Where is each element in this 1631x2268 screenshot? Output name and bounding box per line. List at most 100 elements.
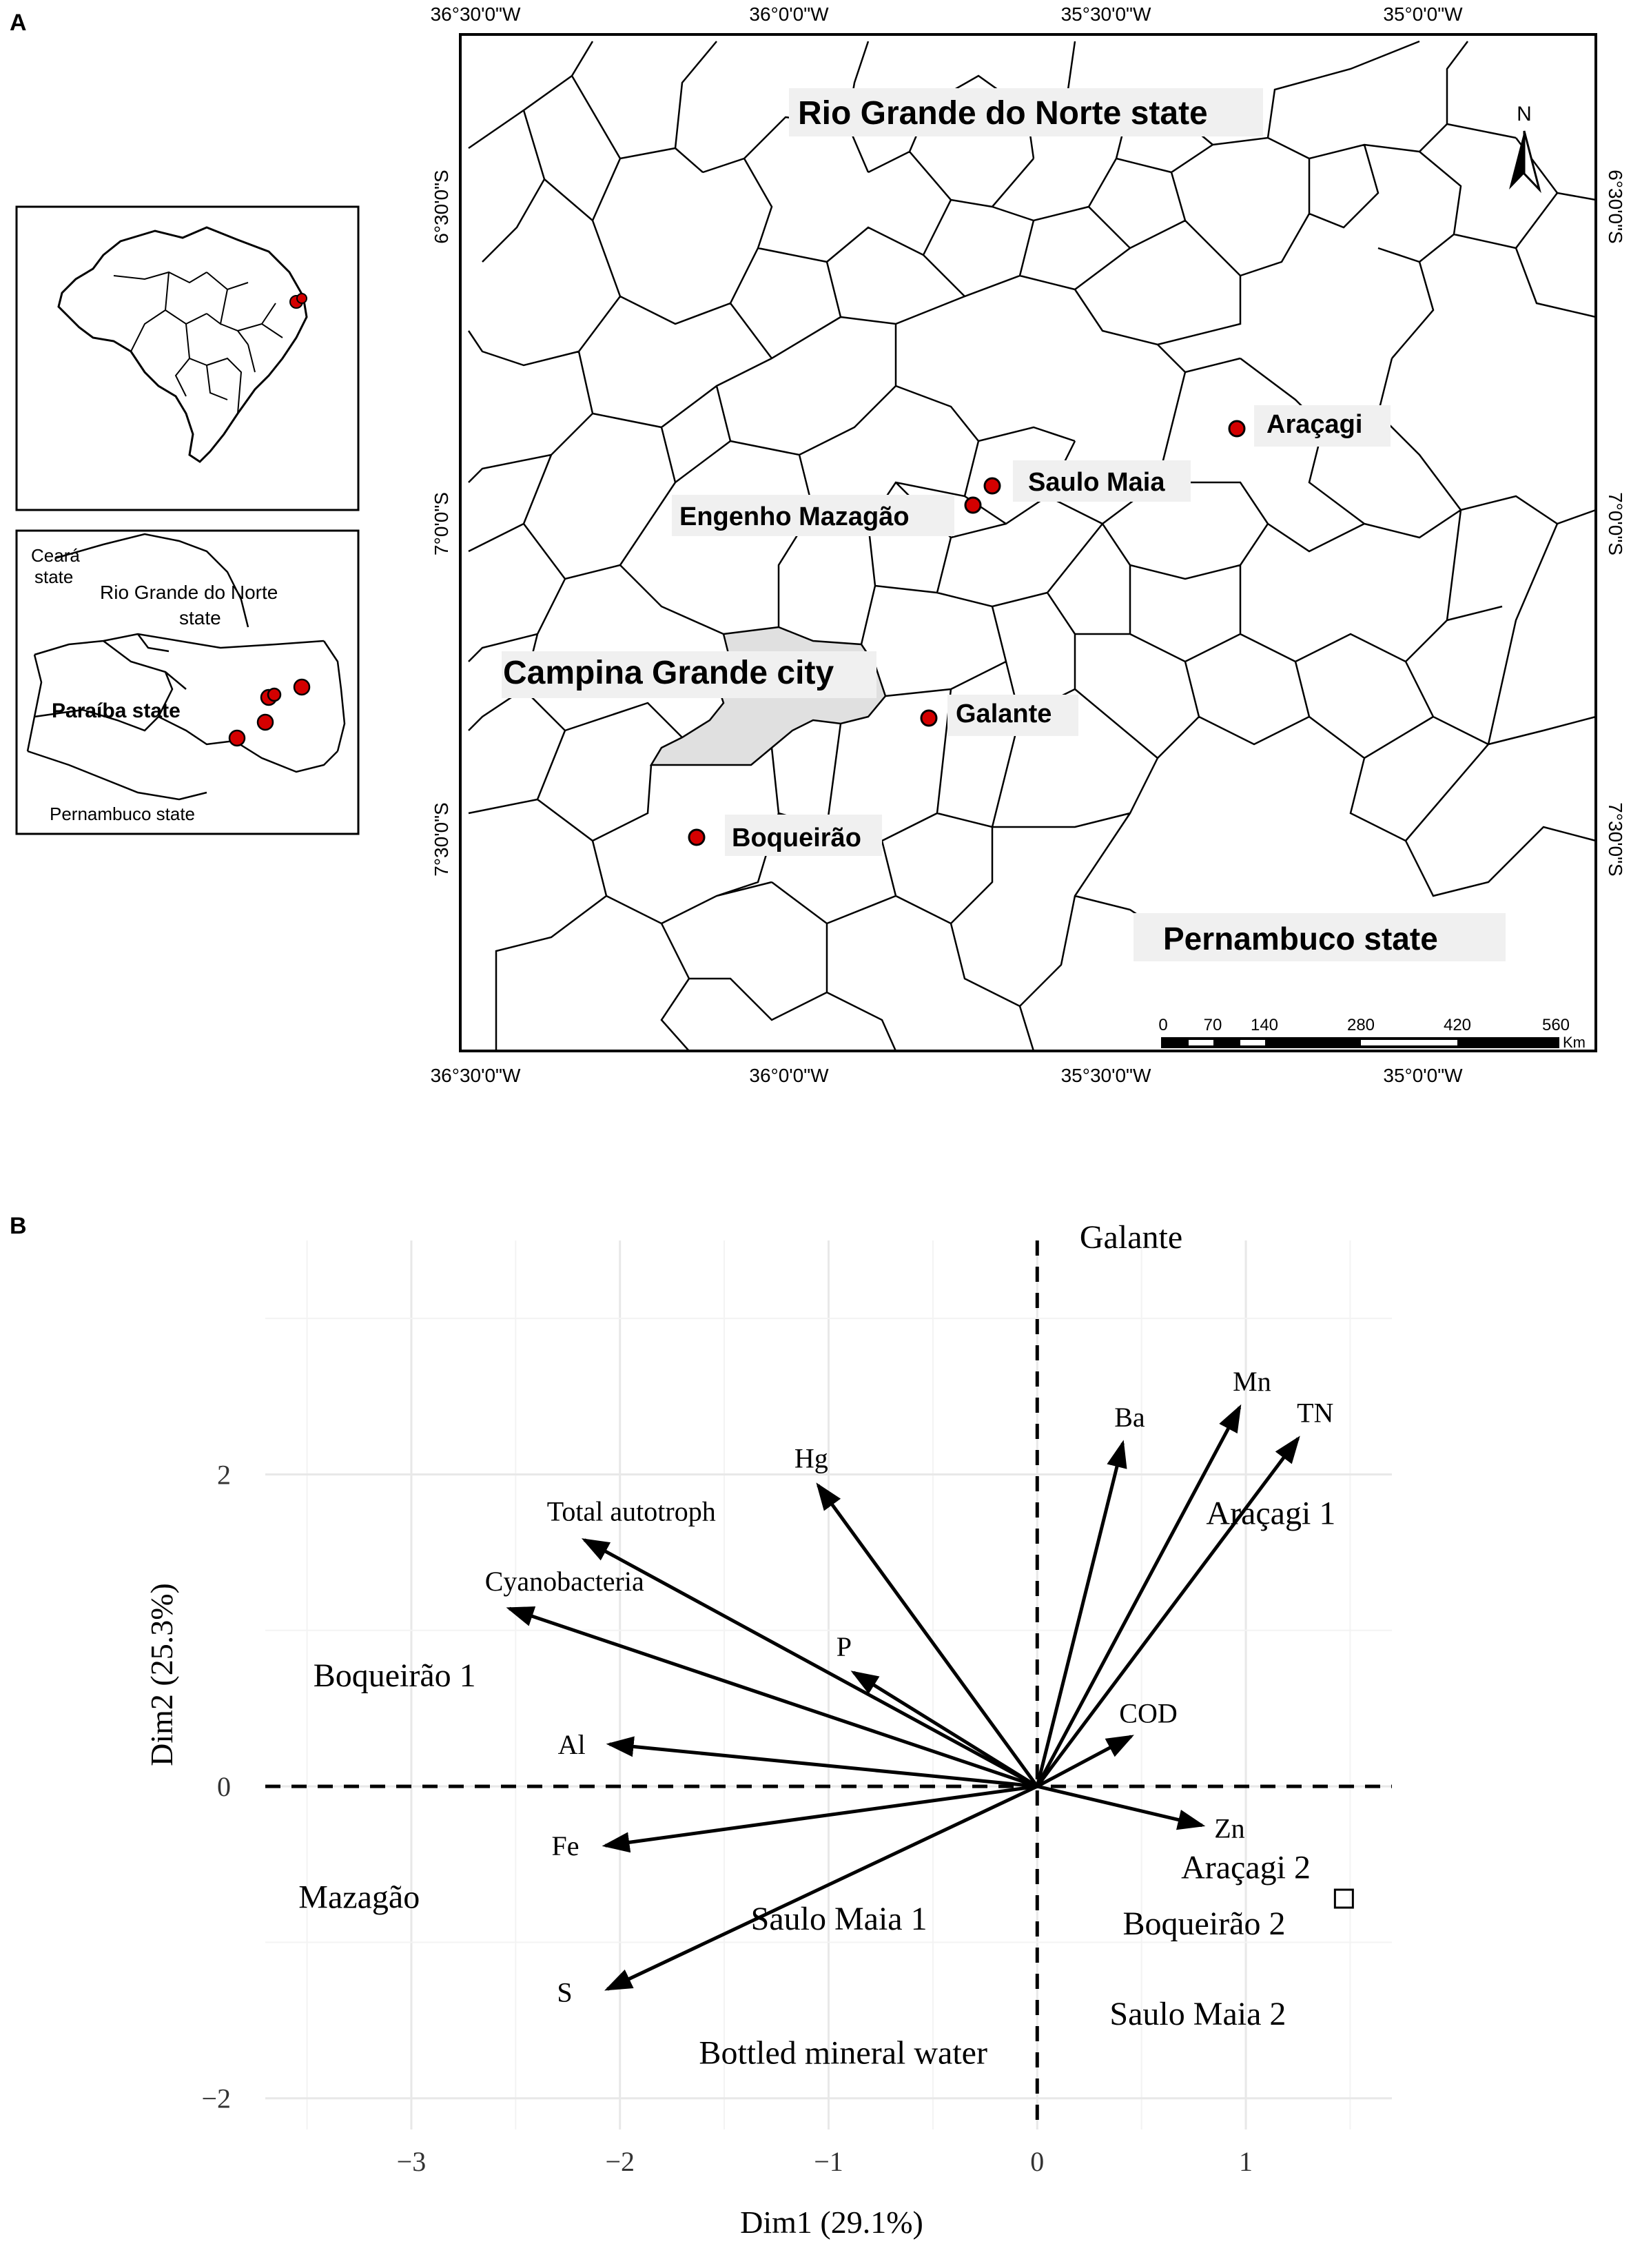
coord-right-3: 7°30'0"S (1605, 802, 1626, 876)
pca-biplot: Ba Mn TN Hg Total autotroph Cyanobacteria P COD… (201, 1219, 1392, 2177)
scale-tick: 140 (1251, 1016, 1278, 1034)
coord-top-1: 36°30'0"W (431, 3, 521, 25)
inset-site-marker-icon (228, 729, 246, 747)
site-marker-icon (964, 496, 982, 514)
vector-label: P (837, 1631, 852, 1662)
pernambuco-label: Pernambuco state (1163, 921, 1438, 957)
site-label-galante: Galante (956, 699, 1052, 728)
y-tick-label: 0 (217, 1771, 231, 1802)
x-tick-label: 1 (1239, 2146, 1253, 2177)
vector-label: Al (558, 1729, 586, 1760)
sites: Araçagi Saulo Maia Engenho Mazagão Galan… (672, 405, 1391, 856)
coord-top-3: 35°30'0"W (1061, 3, 1151, 25)
vector-label: S (557, 1976, 572, 2008)
vector-label: Mn (1233, 1366, 1271, 1397)
site-label-boqueirao: Boqueirão (732, 824, 861, 852)
vector-label: Total autotroph (547, 1496, 716, 1527)
site-label-saulo-maia: Saulo Maia (1028, 468, 1165, 497)
coord-bottom-2: 36°0'0"W (749, 1065, 829, 1086)
inset-paraiba-label: Paraíba state (52, 699, 181, 722)
site-marker-icon (688, 828, 706, 846)
inset-rgn-label-2: state (179, 607, 221, 629)
coord-top-4: 35°0'0"W (1383, 3, 1463, 25)
coord-bottom-1: 36°30'0"W (431, 1065, 521, 1086)
vector-label: Zn (1214, 1813, 1244, 1844)
y-axis-label: Dim2 (25.3%) (144, 1583, 179, 1766)
scale-tick: 0 (1158, 1016, 1167, 1034)
scale-tick: 280 (1347, 1016, 1375, 1034)
loading-vector-arrow (604, 1784, 1038, 1991)
panel-b-label: B (10, 1213, 27, 1239)
scale-unit: Km (1563, 1034, 1586, 1051)
vector-label: Fe (552, 1830, 579, 1861)
vector-label: Ba (1114, 1402, 1145, 1433)
x-tick-label: 0 (1030, 2146, 1044, 2177)
coord-right-1: 6°30'0"S (1605, 170, 1626, 243)
sample-label: Mazagão (298, 1879, 420, 1915)
coord-left-3: 7°30'0"S (431, 802, 452, 876)
loading-vector-arrow (506, 1606, 1038, 1788)
x-tick-label: −2 (605, 2146, 635, 2177)
campina-grande-label: Campina Grande city (503, 655, 834, 691)
site-label-engenho-mazagao: Engenho Mazagão (679, 502, 910, 531)
loading-vector-arrow (1036, 1404, 1242, 1788)
loading-vector-arrow (1036, 1436, 1300, 1788)
sample-label: Saulo Maia 2 (1109, 1996, 1286, 2032)
site-marker-icon (983, 477, 1001, 495)
scale-tick: 70 (1204, 1016, 1222, 1034)
vector-label: COD (1119, 1698, 1177, 1729)
inset-site-marker-icon (293, 678, 311, 696)
coord-bottom-3: 35°30'0"W (1061, 1065, 1151, 1086)
site-label-aracagi: Araçagi (1266, 410, 1362, 439)
panel-a-label: A (10, 10, 27, 36)
loading-vector-arrow (1035, 1440, 1127, 1787)
scale-bar: 0 70 140 280 420 560 Km (1158, 1016, 1586, 1051)
inset-site-marker-icon (296, 293, 307, 304)
inset-rgn-label: Rio Grande do Norte (100, 582, 278, 603)
x-tick-label: −3 (397, 2146, 427, 2177)
site-marker-icon (920, 709, 938, 727)
inset-site-marker-icon (267, 687, 282, 702)
loading-vector-arrow (1036, 1784, 1206, 1830)
inset-pernambuco-label: Pernambuco state (50, 804, 195, 824)
sample-label: Araçagi 2 (1181, 1849, 1311, 1886)
x-axis-label: Dim1 (29.1%) (740, 2205, 923, 2240)
coord-top-2: 36°0'0"W (749, 3, 829, 25)
loading-vector-arrow (606, 1736, 1038, 1788)
inset-paraiba-map: Ceará state Rio Grande do Norte state Pa… (15, 529, 360, 835)
north-label: N (1517, 103, 1532, 125)
loading-vector-arrow (850, 1671, 1038, 1788)
scale-tick: 420 (1444, 1016, 1471, 1034)
north-arrow-icon: N (1509, 103, 1541, 194)
inset-ceara-label: Ceará (31, 545, 80, 566)
vector-label: Hg (794, 1442, 828, 1473)
inset-site-marker-icon (256, 713, 274, 731)
rio-grande-label: Rio Grande do Norte state (798, 95, 1208, 132)
sample-label: Bottled mineral water (699, 2035, 987, 2072)
coords-left: 6°30'0"S 7°0'0"S 7°30'0"S (431, 170, 452, 876)
coords-bottom: 36°30'0"W 36°0'0"W 35°30'0"W 35°0'0"W (431, 1065, 1464, 1086)
coord-bottom-4: 35°0'0"W (1383, 1065, 1463, 1086)
loading-vector-arrow (602, 1784, 1038, 1853)
coord-right-2: 7°0'0"S (1605, 492, 1626, 555)
coord-left-2: 7°0'0"S (431, 492, 452, 555)
coords-right: 6°30'0"S 7°0'0"S 7°30'0"S (1605, 170, 1626, 876)
y-tick-label: −2 (201, 2083, 231, 2114)
loading-vector-arrow (581, 1538, 1038, 1788)
vector-label: Cyanobacteria (485, 1566, 644, 1597)
main-map (459, 33, 1597, 1052)
sample-label: Galante (1080, 1219, 1182, 1256)
vector-label: TN (1297, 1397, 1333, 1428)
sample-label: Boqueirão 1 (314, 1657, 476, 1694)
open-square-marker-icon (1333, 1888, 1354, 1909)
inset-ceara-label-2: state (34, 566, 73, 587)
sample-label: Boqueirão 2 (1123, 1906, 1286, 1942)
sample-label: Araçagi 1 (1206, 1495, 1335, 1532)
coords-top: 36°30'0"W 36°0'0"W 35°30'0"W 35°0'0"W (431, 3, 1464, 25)
scale-tick: 560 (1542, 1016, 1570, 1034)
coord-left-1: 6°30'0"S (431, 170, 452, 243)
site-marker-icon (1228, 420, 1246, 438)
x-tick-label: −1 (814, 2146, 843, 2177)
y-tick-label: 2 (217, 1459, 231, 1490)
loading-vector-arrow (816, 1482, 1039, 1788)
